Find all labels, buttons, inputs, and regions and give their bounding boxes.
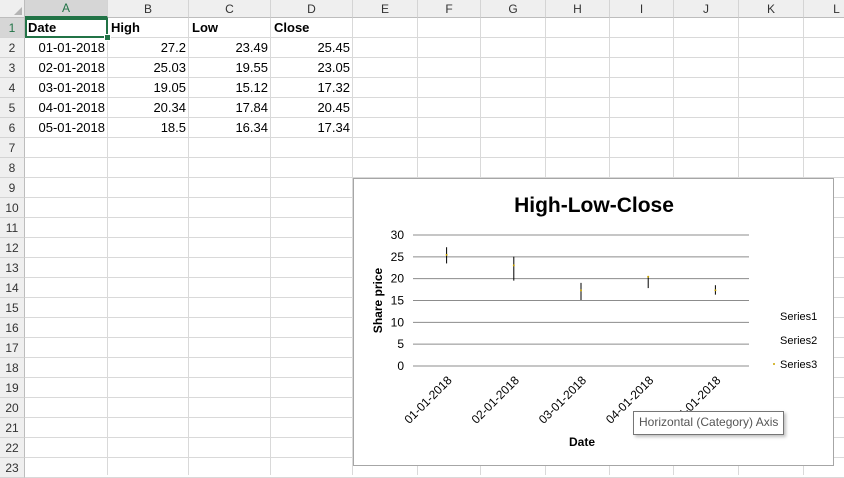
column-header-e[interactable]: E bbox=[353, 0, 418, 18]
table-cell[interactable]: 25.45 bbox=[317, 40, 350, 55]
table-cell[interactable]: 05-01-2018 bbox=[38, 120, 106, 135]
y-tick-label: 20 bbox=[391, 272, 405, 286]
table-cell[interactable]: 23.49 bbox=[235, 40, 268, 55]
row-gridline bbox=[25, 97, 844, 98]
header-cell-date[interactable]: Date bbox=[28, 20, 57, 35]
select-all-corner[interactable] bbox=[0, 0, 25, 18]
row-header-3[interactable]: 3 bbox=[0, 58, 25, 78]
legend-entry: Series1 bbox=[780, 311, 817, 323]
column-gridline bbox=[352, 18, 353, 475]
table-cell[interactable]: 02-01-2018 bbox=[38, 60, 106, 75]
row-header-10[interactable]: 10 bbox=[0, 198, 25, 218]
y-axis-label: Share price bbox=[371, 267, 385, 333]
column-header-g[interactable]: G bbox=[481, 0, 546, 18]
column-header-k[interactable]: K bbox=[739, 0, 804, 18]
table-cell[interactable]: 25.03 bbox=[153, 60, 186, 75]
row-header-4[interactable]: 4 bbox=[0, 78, 25, 98]
row-gridline bbox=[25, 117, 844, 118]
y-tick-label: 10 bbox=[391, 315, 405, 329]
row-header-15[interactable]: 15 bbox=[0, 298, 25, 318]
row-header-1[interactable]: 1 bbox=[0, 18, 25, 38]
x-tick-label: 02-01-2018 bbox=[469, 373, 523, 427]
table-cell[interactable]: 20.45 bbox=[317, 100, 350, 115]
chart-title: High-Low-Close bbox=[514, 194, 674, 217]
table-cell[interactable]: 17.84 bbox=[235, 100, 268, 115]
table-cell[interactable]: 01-01-2018 bbox=[38, 40, 106, 55]
row-header-7[interactable]: 7 bbox=[0, 138, 25, 158]
x-tick-label: 01-01-2018 bbox=[401, 373, 455, 427]
chart-area[interactable]: High-Low-Close 0 5 10 15 20 25 30 Share price 01-… bbox=[353, 178, 834, 466]
row-header-8[interactable]: 8 bbox=[0, 158, 25, 178]
row-header-16[interactable]: 16 bbox=[0, 318, 25, 338]
row-header-21[interactable]: 21 bbox=[0, 418, 25, 438]
row-header-5[interactable]: 5 bbox=[0, 98, 25, 118]
column-header-i[interactable]: I bbox=[610, 0, 674, 18]
y-tick-label: 30 bbox=[391, 228, 405, 242]
column-header-j[interactable]: J bbox=[674, 0, 739, 18]
close-point bbox=[512, 264, 515, 267]
table-cell[interactable]: 04-01-2018 bbox=[38, 100, 106, 115]
active-cell-border bbox=[25, 18, 108, 38]
y-tick-label: 15 bbox=[391, 294, 405, 308]
table-cell[interactable]: 03-01-2018 bbox=[38, 80, 106, 95]
x-axis-label: Date bbox=[569, 435, 595, 449]
close-point bbox=[714, 289, 717, 292]
x-tick-label: 03-01-2018 bbox=[536, 373, 590, 427]
row-header-2[interactable]: 2 bbox=[0, 38, 25, 58]
table-cell[interactable]: 16.34 bbox=[235, 120, 268, 135]
table-cell[interactable]: 15.12 bbox=[235, 80, 268, 95]
row-header-18[interactable]: 18 bbox=[0, 358, 25, 378]
row-header-13[interactable]: 13 bbox=[0, 258, 25, 278]
table-cell[interactable]: 17.32 bbox=[317, 80, 350, 95]
legend-entry: Series2 bbox=[780, 335, 817, 347]
fill-handle[interactable] bbox=[104, 34, 111, 41]
row-header-20[interactable]: 20 bbox=[0, 398, 25, 418]
column-header-d[interactable]: D bbox=[271, 0, 353, 18]
close-point bbox=[445, 253, 448, 256]
column-header-h[interactable]: H bbox=[546, 0, 610, 18]
column-header-l[interactable]: L bbox=[804, 0, 844, 18]
legend-entry: Series3 bbox=[780, 359, 817, 371]
table-cell[interactable]: 19.05 bbox=[153, 80, 186, 95]
row-header-11[interactable]: 11 bbox=[0, 218, 25, 238]
table-cell[interactable]: 27.2 bbox=[160, 40, 186, 55]
column-gridline bbox=[107, 18, 108, 475]
row-header-19[interactable]: 19 bbox=[0, 378, 25, 398]
close-point bbox=[647, 275, 650, 278]
row-gridline bbox=[25, 177, 844, 178]
column-header-a[interactable]: A bbox=[25, 0, 108, 18]
column-gridline bbox=[270, 18, 271, 475]
column-header-c[interactable]: C bbox=[189, 0, 271, 18]
row-header-12[interactable]: 12 bbox=[0, 238, 25, 258]
row-header-23[interactable]: 23 bbox=[0, 458, 25, 478]
header-cell-low[interactable]: Low bbox=[192, 20, 218, 35]
y-tick-label: 0 bbox=[397, 359, 404, 373]
table-cell[interactable]: 19.55 bbox=[235, 60, 268, 75]
axis-tooltip: Horizontal (Category) Axis bbox=[633, 411, 785, 435]
header-cell-close[interactable]: Close bbox=[274, 20, 310, 35]
legend-marker bbox=[773, 363, 775, 365]
row-header-6[interactable]: 6 bbox=[0, 118, 25, 138]
table-cell[interactable]: 18.5 bbox=[160, 120, 186, 135]
y-tick-label: 25 bbox=[391, 250, 405, 264]
row-header-9[interactable]: 9 bbox=[0, 178, 25, 198]
row-gridline bbox=[25, 57, 844, 58]
header-cell-high[interactable]: High bbox=[111, 20, 140, 35]
row-header-14[interactable]: 14 bbox=[0, 278, 25, 298]
y-tick-label: 5 bbox=[397, 337, 404, 351]
column-header-f[interactable]: F bbox=[418, 0, 481, 18]
column-gridline bbox=[188, 18, 189, 475]
row-header-17[interactable]: 17 bbox=[0, 338, 25, 358]
table-cell[interactable]: 20.34 bbox=[153, 100, 186, 115]
table-cell[interactable]: 23.05 bbox=[317, 60, 350, 75]
row-gridline bbox=[25, 37, 844, 38]
row-gridline bbox=[25, 157, 844, 158]
row-header-22[interactable]: 22 bbox=[0, 438, 25, 458]
column-header-b[interactable]: B bbox=[108, 0, 189, 18]
table-cell[interactable]: 17.34 bbox=[317, 120, 350, 135]
row-gridline bbox=[25, 77, 844, 78]
close-point bbox=[580, 289, 582, 292]
row-gridline bbox=[25, 137, 844, 138]
